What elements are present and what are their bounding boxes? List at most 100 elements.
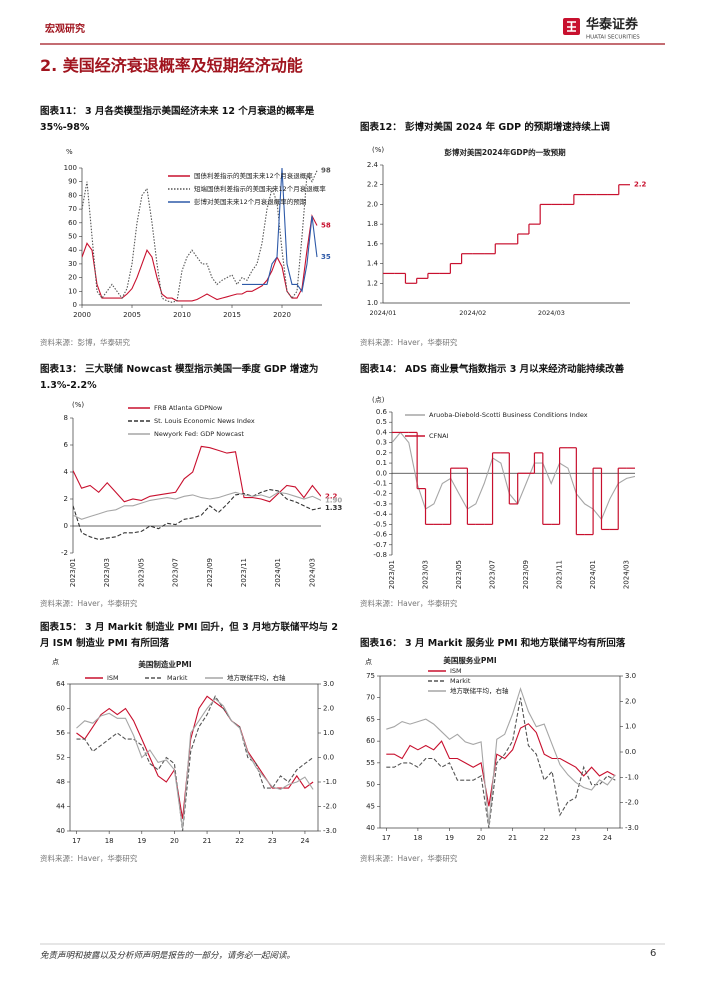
plot (76, 695, 314, 832)
y-tick-label: 60 (56, 705, 65, 713)
y-tick-label: 1.4 (367, 260, 379, 268)
plot (386, 686, 616, 829)
x-tick-label: 2023/05 (137, 558, 145, 587)
end-label: 2.2 (325, 492, 338, 500)
x-tick-label: 17 (382, 834, 391, 842)
y-axis-label: (%) (372, 146, 384, 154)
y-tick-label: 0.4 (376, 428, 388, 436)
x-tick-label: 2023/11 (240, 558, 248, 587)
y-tick-label: 0.2 (376, 449, 387, 457)
y-axis-label: (%) (72, 401, 84, 409)
x-tick-label: 2010 (173, 311, 191, 319)
y-tick-label: 40 (366, 824, 375, 832)
end-label: 1.33 (325, 504, 342, 512)
legend-label: Newyork Fed: GDP Nowcast (154, 430, 244, 438)
y-axis-label: 点 (52, 658, 59, 666)
y-axis-label: % (66, 148, 73, 156)
y-tick-label: 50 (366, 781, 375, 789)
x-tick-label: 2015 (223, 311, 241, 319)
y-tick-label: -0.4 (373, 510, 387, 518)
y-tick-label: 10 (68, 287, 77, 295)
y2-tick-label: 3.0 (625, 672, 636, 680)
section-label: 宏观研究 (45, 24, 85, 35)
x-tick-label: 20 (170, 837, 179, 845)
chart-title: 彭博对美国2024年GDP的一致预期 (444, 147, 566, 157)
y-tick-label: -2 (61, 549, 68, 557)
figure-source: 资料来源：Haver，华泰研究 (360, 338, 458, 347)
y2-tick-label: 3.0 (323, 680, 334, 688)
x-tick-label: 2024/03 (538, 309, 565, 317)
end-label: 1.90 (325, 496, 342, 504)
figure-source: 资料来源：Haver，华泰研究 (360, 599, 458, 608)
y-tick-label: 0 (64, 522, 68, 530)
y-tick-label: -0.7 (373, 541, 387, 549)
y-axis-label: (点) (372, 396, 385, 404)
figure-caption: 图表11： 3 月各类模型指示美国经济未来 12 个月衰退的概率是 35%-98… (40, 106, 315, 133)
legend-label: Aruoba-Diebold-Scotti Business Condition… (429, 411, 588, 419)
y-tick-label: 2.0 (367, 200, 378, 208)
series-line (76, 697, 314, 829)
x-tick-label: 22 (235, 837, 244, 845)
series-line (76, 695, 314, 832)
legend-label: FRB Atlanta GDPNow (154, 404, 223, 412)
x-tick-label: 19 (137, 837, 146, 845)
y-tick-label: 1.6 (367, 240, 379, 248)
chart-title: 美国制造业PMI (138, 659, 191, 669)
legend-label: CFNAI (429, 432, 449, 440)
chart: 17 18 19 20 21 22 23 24 40 44 48 52 56 60 64 -3.0 -2.0 -1… (52, 658, 337, 845)
series-line (242, 167, 318, 293)
x-tick-label: 2024/03 (623, 560, 631, 589)
x-tick-label: 2000 (73, 311, 91, 319)
y-tick-label: 1.8 (367, 220, 378, 228)
y-tick-label: -0.6 (373, 531, 387, 539)
logo-text: 华泰证券 (586, 17, 639, 33)
page-number: 6 (650, 948, 657, 959)
figure-source: 资料来源：Haver，华泰研究 (40, 854, 138, 863)
x-tick-label: 2023/07 (172, 558, 180, 587)
legend-label: ISM (450, 667, 462, 675)
x-tick-label: 2005 (123, 311, 141, 319)
x-tick-label: 2024/02 (459, 309, 486, 317)
figure-source: 资料来源：Haver，华泰研究 (360, 854, 458, 863)
chart-title: 美国服务业PMI (443, 655, 496, 665)
y-tick-label: 64 (56, 680, 65, 688)
figure-source: 资料来源：彭博，华泰研究 (40, 338, 130, 347)
x-tick-label: 2020 (273, 311, 291, 319)
chart: 2024/01 2024/02 2024/03 1.0 1.2 1.4 1.6 1.8 2.0 2… (367, 146, 647, 317)
plot-frame (69, 683, 319, 832)
y2-tick-label: -3.0 (323, 827, 337, 835)
y-tick-label: 6 (64, 441, 69, 449)
y-tick-label: 56 (56, 729, 65, 737)
y-tick-label: 45 (366, 802, 375, 810)
y-tick-label: 4 (64, 468, 69, 476)
y2-tick-label: 1.0 (323, 729, 334, 737)
plot (383, 184, 630, 284)
y-tick-label: 48 (56, 778, 65, 786)
y-axis-label: 点 (365, 658, 372, 666)
x-tick-label: 20 (477, 834, 486, 842)
y-tick-label: -0.8 (373, 551, 387, 559)
series-line (73, 489, 321, 541)
y2-tick-label: 0.0 (625, 748, 636, 756)
y2-tick-label: -1.0 (625, 773, 639, 781)
legend-label: 国债利差指示的美国未来12个月衰退概率 (194, 171, 313, 180)
y2-tick-label: -1.0 (323, 778, 337, 786)
legend-label: 短端国债利差指示的美国未来12个月衰退概率 (194, 184, 326, 193)
y-tick-label: 70 (68, 205, 77, 213)
chart: 2023/01 2023/03 2023/05 2023/07 2023/09 2023/… (61, 401, 342, 587)
x-tick-label: 2023/01 (69, 558, 77, 587)
y-tick-label: 40 (56, 827, 65, 835)
x-tick-label: 2024/03 (308, 558, 316, 587)
x-tick-label: 2023/05 (455, 560, 463, 589)
y-tick-label: 1.2 (367, 279, 378, 287)
y-tick-label: 30 (68, 260, 77, 268)
series-line (386, 697, 616, 829)
series-line (73, 491, 321, 520)
y-tick-label: 60 (366, 737, 375, 745)
series-line (386, 686, 616, 826)
chart: 2000 2005 2010 2015 2020 0 10 20 30 40 50 60 70 80 90 1… (64, 148, 331, 319)
y-tick-label: 65 (366, 715, 375, 723)
series-line (82, 214, 318, 302)
y-tick-label: 52 (56, 754, 65, 762)
